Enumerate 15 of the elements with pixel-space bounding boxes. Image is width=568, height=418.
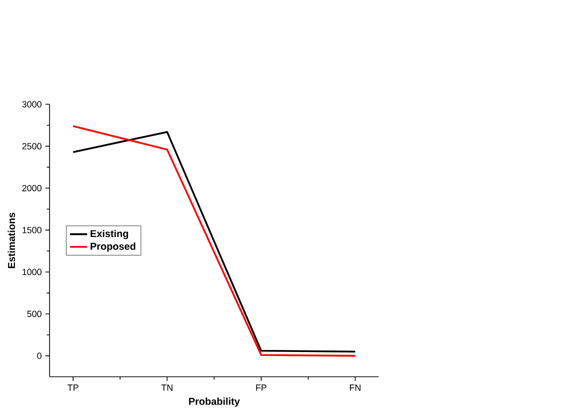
y-tick-label: 500 — [27, 310, 42, 318]
x-tick-label: TN — [161, 384, 172, 391]
y-tick-label: 2500 — [22, 143, 42, 150]
legend-label: Proposed — [90, 242, 136, 252]
y-axis-title: Estimations — [8, 212, 16, 268]
y-tick-label: 1000 — [22, 268, 42, 276]
y-tick-label: 0 — [37, 352, 42, 360]
y-tick-label: 1500 — [22, 226, 42, 234]
x-tick-label: FN — [350, 384, 360, 391]
x-axis-title: Probability — [189, 398, 240, 407]
x-tick-label: FP — [256, 384, 266, 391]
y-tick-label: 2000 — [22, 185, 42, 192]
legend-label: Existing — [90, 230, 128, 240]
y-tick-label: 3000 — [22, 101, 42, 108]
x-tick-label: TP — [68, 384, 78, 391]
